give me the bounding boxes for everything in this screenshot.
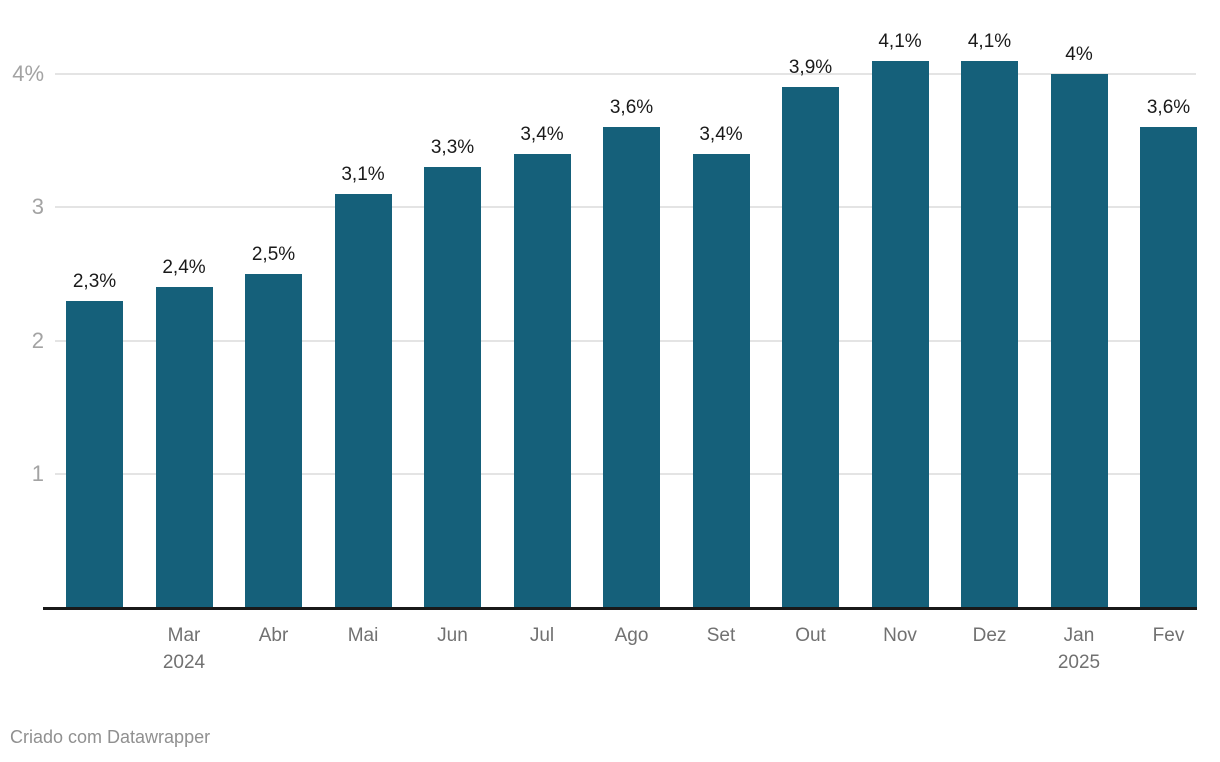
bar-value-label: 3,6% [609, 97, 654, 119]
bar-value-label: 2,5% [251, 243, 296, 265]
datawrapper-attribution: Criado com Datawrapper [10, 727, 211, 747]
y-tick-label: 4% [12, 61, 44, 86]
bar-dez[interactable] [961, 60, 1018, 607]
bar-unlabeled-0[interactable] [66, 300, 123, 607]
x-tick-label: Mar 2024 [162, 625, 206, 673]
y-gridline [55, 73, 1196, 75]
bar-mar[interactable] [155, 287, 213, 607]
bar-value-label: 3,4% [699, 123, 743, 145]
x-tick-label: Jan 2025 [1057, 625, 1101, 673]
bar-value-label: 3,9% [788, 57, 833, 79]
bar-jun[interactable] [424, 167, 481, 607]
x-tick-label: Jun [437, 625, 468, 646]
bar-value-label: 3,6% [1146, 97, 1191, 119]
bar-value-label: 4,1% [967, 30, 1012, 52]
x-tick-label: Abr [258, 625, 289, 646]
x-axis-baseline [43, 607, 1197, 610]
x-tick-label: Set [706, 625, 736, 646]
x-tick-label: Mai [347, 625, 379, 646]
x-tick-label: Ago [614, 625, 649, 646]
x-tick-label: Nov [883, 625, 917, 646]
bar-jul[interactable] [513, 153, 571, 607]
bar-jan[interactable] [1050, 74, 1108, 607]
x-tick-label: Out [795, 625, 826, 646]
bar-mai[interactable] [334, 193, 392, 607]
bar-value-label: 4% [1065, 44, 1093, 65]
x-tick-label: Fev [1152, 625, 1185, 646]
bar-value-label: 2,4% [162, 257, 206, 279]
x-tick-label: Dez [972, 625, 1007, 646]
bar-fev[interactable] [1140, 127, 1197, 607]
bar-value-label: 3,1% [341, 163, 385, 185]
bar-ago[interactable] [603, 127, 660, 607]
bar-value-label: 4,1% [878, 30, 922, 52]
bar-out[interactable] [782, 87, 839, 607]
bar-value-label: 3,4% [520, 123, 564, 145]
y-tick-label: 2 [31, 327, 44, 353]
bar-value-label: 2,3% [72, 270, 117, 292]
plot-area: 1 2 3 4% 2,3% 2,4% Mar 2024 2,5% Abr 3,1% Mai 3,3% J… [12, 30, 1197, 673]
bar-value-label: 3,3% [430, 137, 475, 159]
bar-nov[interactable] [871, 60, 929, 607]
y-tick-label: 1 [31, 460, 44, 486]
bar-set[interactable] [692, 153, 750, 607]
bar-abr[interactable] [245, 273, 302, 607]
y-tick-label: 3 [31, 194, 44, 220]
x-tick-label: Jul [529, 625, 555, 646]
